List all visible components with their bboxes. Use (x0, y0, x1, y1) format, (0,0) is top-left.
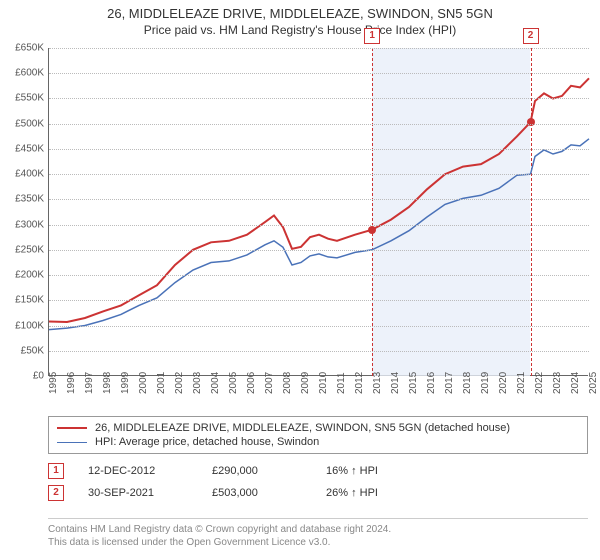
xtick-label: 2018 (462, 372, 473, 394)
gridline (49, 98, 589, 99)
xtick-label: 2003 (192, 372, 203, 394)
gridline (49, 326, 589, 327)
legend-label-1: 26, MIDDLELEAZE DRIVE, MIDDLELEAZE, SWIN… (95, 422, 510, 434)
chart: 1 2 199519961997199819992000200120022003… (48, 48, 588, 376)
plot-area (48, 48, 588, 376)
xtick-label: 2007 (264, 372, 275, 394)
gridline (49, 48, 589, 49)
event-row-2: 2 30-SEP-2021 £503,000 26% ↑ HPI (48, 482, 588, 504)
ytick-label: £50K (0, 345, 44, 356)
xtick-label: 1999 (120, 372, 131, 394)
xtick-label: 2001 (156, 372, 167, 394)
xtick-label: 2024 (570, 372, 581, 394)
xtick-label: 2010 (318, 372, 329, 394)
xtick-label: 2004 (210, 372, 221, 394)
ytick-label: £0 (0, 371, 44, 382)
ytick-label: £150K (0, 295, 44, 306)
xtick-label: 2023 (552, 372, 563, 394)
xtick-label: 2002 (174, 372, 185, 394)
xtick-label: 2006 (246, 372, 257, 394)
xtick-label: 1995 (48, 372, 59, 394)
legend-swatch-1 (57, 427, 87, 429)
xtick-label: 2000 (138, 372, 149, 394)
xtick-label: 2017 (444, 372, 455, 394)
footnote: Contains HM Land Registry data © Crown c… (48, 518, 588, 549)
xtick-label: 2015 (408, 372, 419, 394)
xtick-label: 2020 (498, 372, 509, 394)
xtick-label: 2013 (372, 372, 383, 394)
ytick-label: £400K (0, 169, 44, 180)
ytick-label: £100K (0, 320, 44, 331)
xtick-label: 1997 (84, 372, 95, 394)
event-row-badge-1: 1 (48, 463, 64, 479)
xtick-label: 2014 (390, 372, 401, 394)
legend-row-2: HPI: Average price, detached house, Swin… (57, 435, 579, 449)
xtick-label: 1998 (102, 372, 113, 394)
footnote-line-2: This data is licensed under the Open Gov… (48, 536, 588, 549)
event-dot-1 (368, 226, 376, 234)
xtick-label: 2025 (588, 372, 599, 394)
xtick-label: 2008 (282, 372, 293, 394)
gridline (49, 275, 589, 276)
xtick-label: 2019 (480, 372, 491, 394)
page: 26, MIDDLELEAZE DRIVE, MIDDLELEAZE, SWIN… (0, 0, 600, 560)
gridline (49, 351, 589, 352)
event-date-1: 12-DEC-2012 (88, 465, 188, 477)
xtick-label: 2022 (534, 372, 545, 394)
ytick-label: £450K (0, 143, 44, 154)
ytick-label: £550K (0, 93, 44, 104)
gridline (49, 124, 589, 125)
event-row-badge-2: 2 (48, 485, 64, 501)
gridline (49, 73, 589, 74)
gridline (49, 250, 589, 251)
ytick-label: £250K (0, 244, 44, 255)
xtick-label: 1996 (66, 372, 77, 394)
event-price-2: £503,000 (212, 487, 302, 499)
legend: 26, MIDDLELEAZE DRIVE, MIDDLELEAZE, SWIN… (48, 416, 588, 454)
gridline (49, 300, 589, 301)
event-dot-2 (527, 118, 535, 126)
gridline (49, 225, 589, 226)
event-row-1: 1 12-DEC-2012 £290,000 16% ↑ HPI (48, 460, 588, 482)
gridline (49, 149, 589, 150)
legend-swatch-2 (57, 442, 87, 443)
xtick-label: 2011 (336, 372, 347, 394)
ytick-label: £300K (0, 219, 44, 230)
event-note-2: 26% ↑ HPI (326, 487, 588, 499)
gridline (49, 199, 589, 200)
event-badge-2: 2 (523, 28, 539, 44)
event-date-2: 30-SEP-2021 (88, 487, 188, 499)
ytick-label: £350K (0, 194, 44, 205)
ytick-label: £500K (0, 118, 44, 129)
xtick-label: 2012 (354, 372, 365, 394)
footnote-line-1: Contains HM Land Registry data © Crown c… (48, 523, 588, 536)
ytick-label: £650K (0, 43, 44, 54)
event-badge-1: 1 (364, 28, 380, 44)
page-title: 26, MIDDLELEAZE DRIVE, MIDDLELEAZE, SWIN… (0, 6, 600, 21)
xtick-label: 2021 (516, 372, 527, 394)
event-price-1: £290,000 (212, 465, 302, 477)
events-table: 1 12-DEC-2012 £290,000 16% ↑ HPI 2 30-SE… (48, 460, 588, 504)
xtick-label: 2016 (426, 372, 437, 394)
title-block: 26, MIDDLELEAZE DRIVE, MIDDLELEAZE, SWIN… (0, 0, 600, 37)
ytick-label: £200K (0, 270, 44, 281)
line-layer (49, 48, 589, 376)
legend-row-1: 26, MIDDLELEAZE DRIVE, MIDDLELEAZE, SWIN… (57, 421, 579, 435)
gridline (49, 174, 589, 175)
event-note-1: 16% ↑ HPI (326, 465, 588, 477)
xtick-label: 2005 (228, 372, 239, 394)
legend-label-2: HPI: Average price, detached house, Swin… (95, 436, 319, 448)
xtick-label: 2009 (300, 372, 311, 394)
page-subtitle: Price paid vs. HM Land Registry's House … (0, 23, 600, 37)
ytick-label: £600K (0, 68, 44, 79)
